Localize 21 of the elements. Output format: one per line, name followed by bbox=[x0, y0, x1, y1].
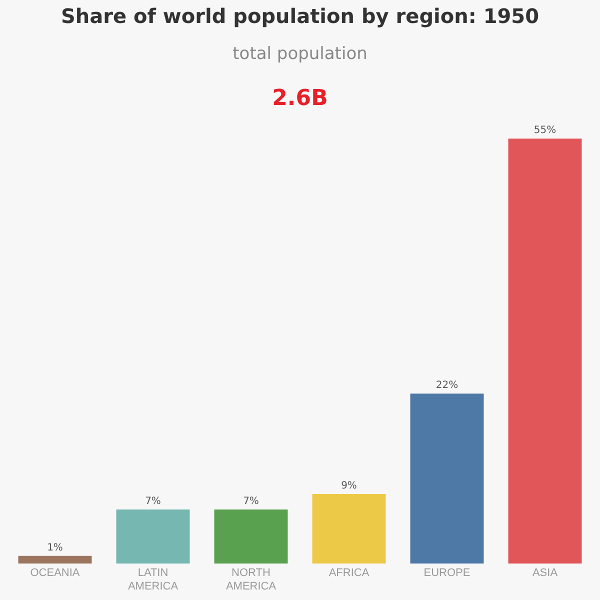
x-tick-label: ASIA bbox=[532, 567, 558, 580]
bar bbox=[116, 510, 190, 564]
data-label: 55% bbox=[534, 125, 556, 136]
bar bbox=[410, 394, 484, 564]
bar bbox=[18, 556, 92, 564]
x-tick-label: AFRICA bbox=[328, 567, 370, 580]
text: 2.6B bbox=[271, 86, 329, 111]
bar bbox=[508, 138, 582, 564]
data-label: 7% bbox=[243, 496, 259, 508]
x-tick-label: LATIN AMERICA bbox=[128, 567, 179, 592]
data-label: 9% bbox=[341, 480, 357, 492]
x-tick-label: OCEANIA bbox=[30, 567, 80, 580]
x-tick-label: NORTH AMERICA bbox=[226, 567, 277, 592]
data-label: 22% bbox=[436, 380, 458, 392]
bar bbox=[214, 510, 288, 564]
x-tick-label: EUROPE bbox=[424, 567, 470, 580]
data-label: 1% bbox=[47, 542, 63, 554]
data-label: 7% bbox=[145, 496, 161, 508]
chart-title: Share of world population by region: 1950 bbox=[60, 4, 540, 28]
chart-subtitle: total population bbox=[232, 44, 368, 64]
bar bbox=[312, 494, 386, 564]
